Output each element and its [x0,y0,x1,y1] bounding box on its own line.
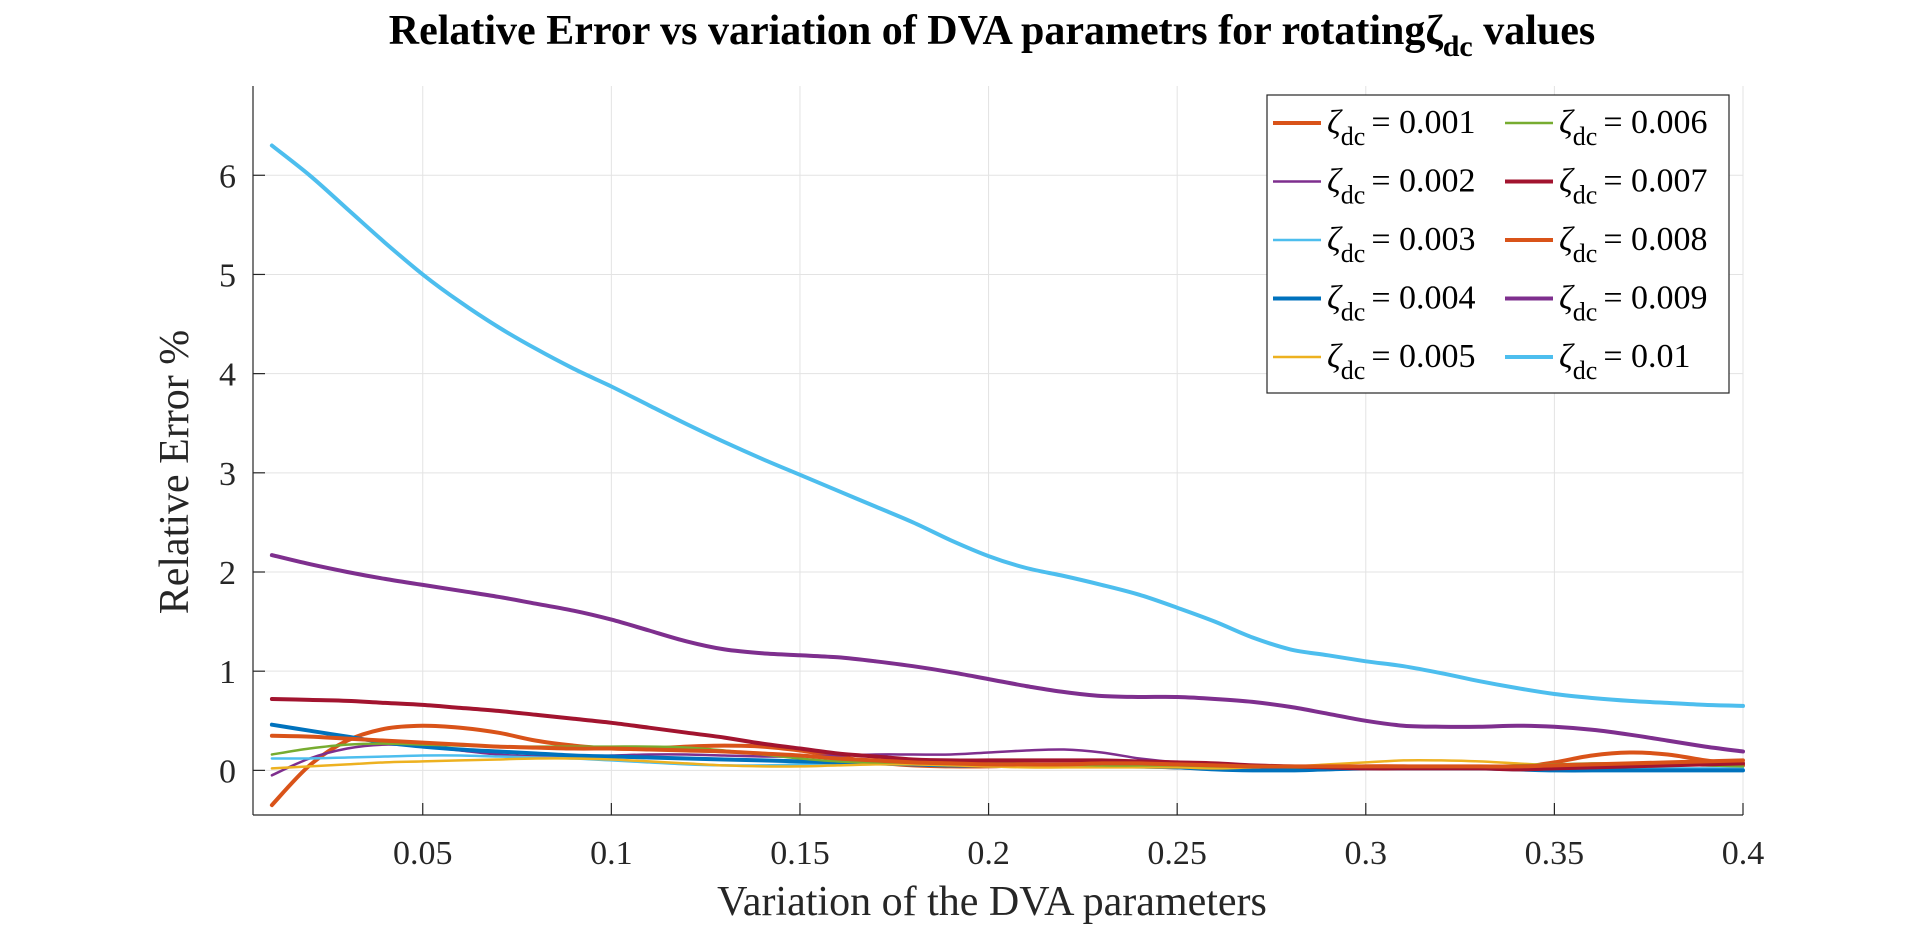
x-tick-label: 0.25 [1147,835,1207,872]
legend-entry-label: ζdc = 0.01 [1559,338,1691,385]
legend-box [1266,94,1730,394]
axes [252,86,1744,816]
series-line-6 [269,697,1745,772]
y-tick-label: 0 [219,753,236,790]
x-tick-label: 0.15 [770,835,830,872]
legend-entry-label: ζdc = 0.005 [1327,338,1476,385]
x-tick-label: 0.4 [1722,835,1765,872]
legend-entry-label: ζdc = 0.007 [1559,163,1708,210]
x-tick-label: 0.3 [1345,835,1388,872]
y-tick-label: 6 [219,158,236,195]
series-line-7 [269,733,1745,769]
x-tick-label: 0.1 [590,835,633,872]
legend-entry-label: ζdc = 0.001 [1327,104,1476,151]
x-tick-label: 0.05 [393,835,453,872]
series-line-8 [269,553,1745,754]
y-tick-label: 2 [219,555,236,592]
legend-entry-label: ζdc = 0.008 [1559,221,1708,268]
y-tick-label: 3 [219,456,236,493]
legend-entry-label: ζdc = 0.004 [1327,280,1476,327]
y-tick-labels: 0 1 2 3 4 5 6 [219,158,236,790]
x-tick-labels: 0.05 0.1 0.15 0.2 0.25 0.3 0.35 0.4 [393,835,1764,872]
x-tick-label: 0.35 [1525,835,1585,872]
series-lines [269,143,1745,808]
chart-title-suffix: values [1473,8,1596,54]
x-axis-label: Variation of the DVA parameters [717,879,1267,925]
y-tick-label: 5 [219,257,236,294]
y-tick-label: 1 [219,654,236,691]
series-line-4 [270,757,1745,770]
x-tick-label: 0.2 [967,835,1010,872]
legend-entry-label: ζdc = 0.006 [1559,104,1708,151]
legend-entry-label: ζdc = 0.002 [1327,163,1476,210]
chart-title: Relative Error vs variation of DVA param… [389,8,1596,63]
legend: ζdc = 0.001 ζdc = 0.002 ζdc = 0.003 ζdc = 0.004… [1266,94,1730,394]
series-line-9 [269,143,1745,708]
y-axis-label: Relative Error % [152,330,198,615]
legend-entry-label: ζdc = 0.003 [1327,221,1476,268]
y-tick-label: 4 [219,357,236,394]
legend-entry-label: ζdc = 0.009 [1559,280,1708,327]
chart-title-subscript: dc [1443,30,1473,63]
